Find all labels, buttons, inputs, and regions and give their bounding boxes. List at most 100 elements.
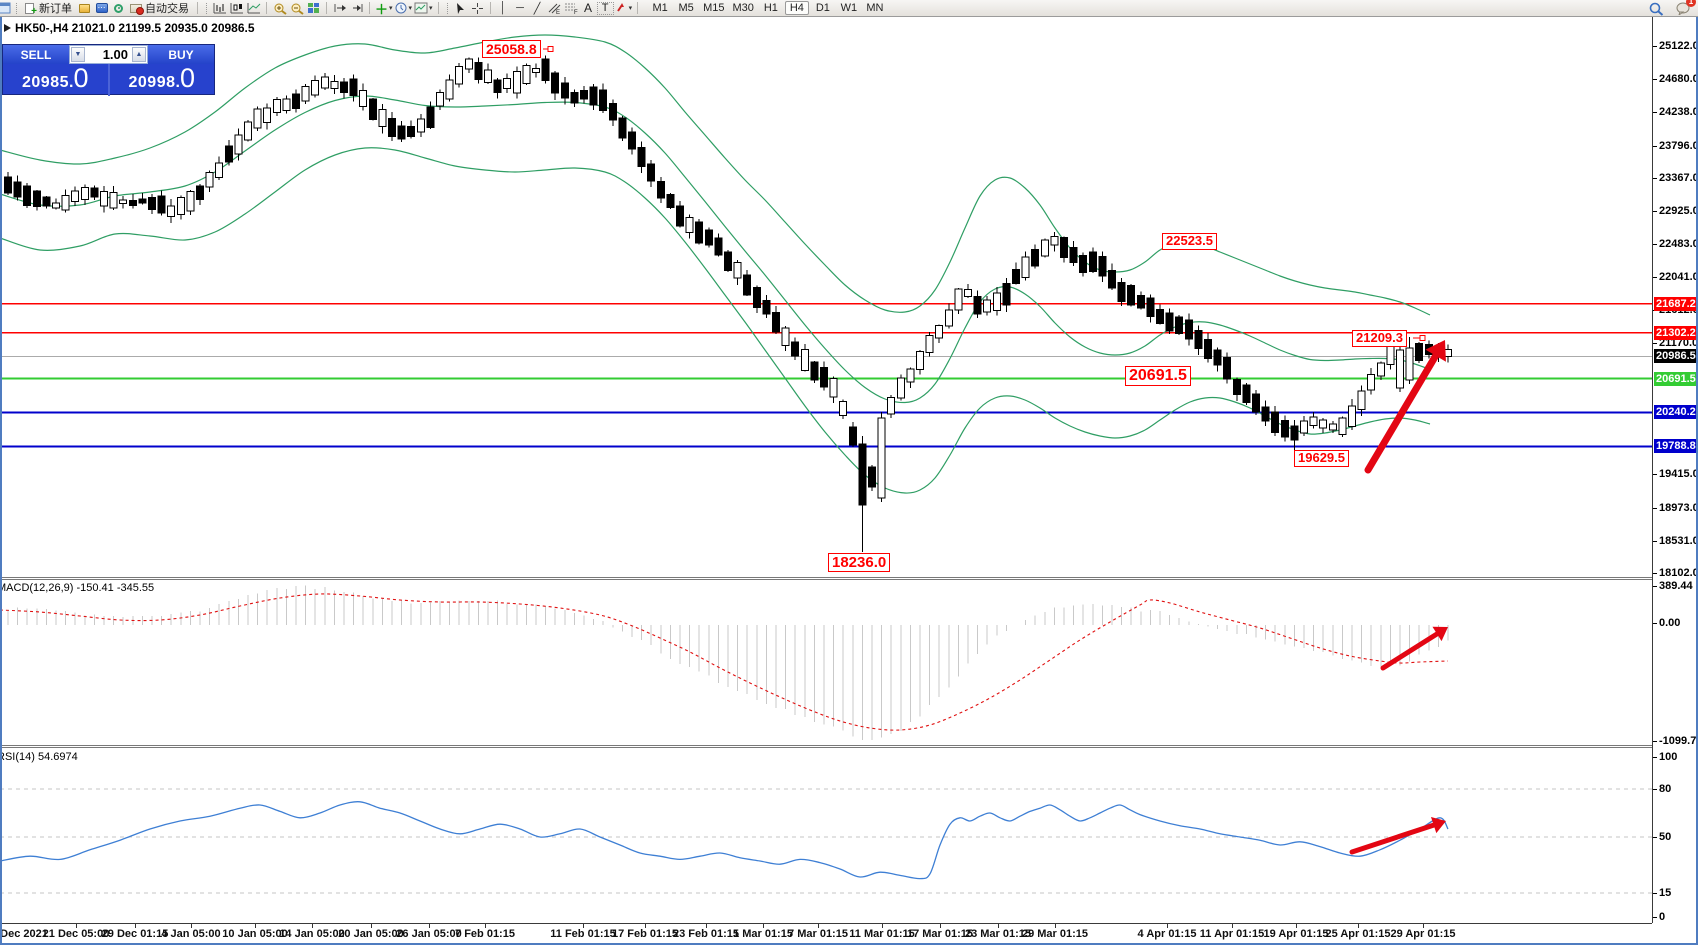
fibonacci-icon[interactable]: F [563, 1, 580, 16]
timeframe-mn[interactable]: MN [866, 2, 884, 14]
rsi-indicator-label: RSI(14) 54.6974 [0, 751, 78, 763]
bar-chart-icon[interactable] [211, 1, 228, 16]
price-level-chip: 20240.2 [1654, 405, 1697, 420]
equidistant-channel-icon[interactable]: E [546, 1, 563, 16]
volume-increase-button[interactable]: ▲ [132, 47, 146, 62]
volume-input[interactable]: 1.00 [102, 47, 128, 62]
timeframe-w1[interactable]: W1 [840, 2, 858, 14]
text-label-tool-icon[interactable]: T [596, 1, 614, 15]
time-axis-tick [255, 924, 256, 928]
terminal-chat-icon[interactable]: ⋯ [95, 3, 108, 13]
trend-arrow [1364, 352, 1440, 474]
buy-button[interactable]: BUY [148, 45, 214, 64]
pane-divider[interactable] [0, 577, 1652, 578]
candle-body [1290, 425, 1299, 441]
candle-body [1309, 416, 1318, 427]
price-annotation[interactable]: 19629.5 [1294, 450, 1349, 467]
trendline-icon[interactable]: ╱ [533, 2, 541, 15]
pane-divider[interactable] [0, 747, 1652, 748]
candle-body [148, 196, 156, 211]
price-annotation[interactable]: 20691.5 [1125, 366, 1191, 387]
line-chart-icon[interactable] [245, 1, 262, 16]
volume-decrease-button[interactable]: ▼ [71, 47, 85, 62]
auto-scroll-icon[interactable] [331, 1, 348, 16]
price-tick-mark [1653, 474, 1657, 476]
autotrading-icon[interactable] [127, 1, 144, 16]
candle-body [1300, 420, 1308, 434]
periods-icon[interactable]: ▾ [394, 1, 414, 16]
candle-body [532, 68, 540, 73]
new-order-icon[interactable]: + [21, 1, 38, 16]
buy-price[interactable]: 20998. 0 [128, 63, 195, 93]
notifications-icon[interactable]: 1 [1675, 0, 1696, 16]
timeframe-m1[interactable]: M1 [652, 2, 668, 14]
sell-price[interactable]: 20985. 0 [3, 64, 110, 96]
candle-body [311, 80, 320, 96]
timeframe-h1[interactable]: H1 [763, 2, 778, 14]
candle-body [887, 396, 896, 415]
macd-axis-label: 0.00 [1659, 617, 1681, 629]
new-order-button[interactable]: 新订单 [39, 3, 72, 15]
candle-body [1194, 329, 1203, 349]
signals-icon[interactable] [110, 1, 127, 16]
sell-button[interactable]: SELL [3, 45, 69, 64]
timeframe-h4[interactable]: H4 [784, 1, 809, 15]
candle-body [32, 190, 41, 208]
market-watch-icon[interactable] [76, 1, 93, 16]
candle-body [954, 288, 963, 311]
tile-windows-icon[interactable] [305, 1, 322, 16]
candle-body [388, 117, 396, 138]
price-tick-label: 22925.0 [1659, 204, 1698, 217]
candle-body [541, 58, 550, 81]
pane-divider[interactable] [0, 579, 1652, 580]
candle-body [1146, 297, 1155, 317]
candlestick-chart-icon[interactable] [228, 1, 245, 16]
price-annotation[interactable]: 22523.5 [1162, 233, 1217, 250]
horizontal-line-icon[interactable]: ─ [516, 2, 524, 14]
candle-body [628, 131, 636, 150]
search-icon[interactable] [1648, 1, 1665, 16]
candle-body [1060, 237, 1068, 258]
candle-body [1136, 295, 1145, 309]
candle-body [484, 69, 492, 84]
arrows-tool-icon[interactable]: ▾ [614, 1, 634, 16]
zoom-out-icon[interactable] [288, 1, 305, 16]
time-axis-tick [1423, 924, 1424, 928]
timeframe-d1[interactable]: D1 [815, 2, 830, 14]
chart-window-icon[interactable] [0, 1, 12, 16]
candle-body [1175, 316, 1184, 334]
trend-arrow [1349, 822, 1437, 855]
time-axis-tick [485, 924, 486, 928]
price-annotation[interactable]: 21209.3 [1352, 330, 1407, 347]
candle-body [1271, 411, 1280, 434]
candle-body [205, 172, 214, 188]
candle-body [503, 78, 512, 89]
crosshair-icon[interactable] [469, 1, 486, 16]
zoom-in-icon[interactable] [271, 1, 288, 16]
templates-icon[interactable]: ▾ [413, 1, 434, 16]
price-axis[interactable]: 25122.0 24680.0 24238.0 23796.0 23367.0 22925… [1653, 17, 1698, 923]
timeframe-m30[interactable]: M30 [732, 2, 754, 14]
candle-body [330, 81, 339, 89]
chart-svg[interactable] [0, 17, 1652, 945]
autotrading-button[interactable]: 自动交易 [145, 3, 189, 15]
timeframe-m15[interactable]: M15 [703, 2, 725, 14]
candle-body [1396, 349, 1404, 389]
candle-body [829, 378, 838, 398]
price-annotation[interactable]: 18236.0 [828, 553, 891, 573]
candle-body [176, 196, 185, 215]
candle-body [397, 125, 406, 140]
time-axis-tick [1232, 924, 1233, 928]
text-tool-icon[interactable]: A [584, 1, 593, 15]
cursor-icon[interactable] [452, 1, 469, 16]
timeframe-m5[interactable]: M5 [678, 2, 694, 14]
pane-divider[interactable] [0, 745, 1652, 746]
vertical-line-icon[interactable]: │ [499, 2, 507, 14]
price-annotation[interactable]: 25058.8 [482, 40, 541, 59]
chart-shift-icon[interactable] [348, 1, 365, 16]
indicators-icon[interactable]: ＋ ▾ [375, 1, 393, 17]
price-tick-mark [1653, 79, 1657, 81]
candle-body [368, 98, 377, 120]
candle-body [1098, 255, 1107, 277]
